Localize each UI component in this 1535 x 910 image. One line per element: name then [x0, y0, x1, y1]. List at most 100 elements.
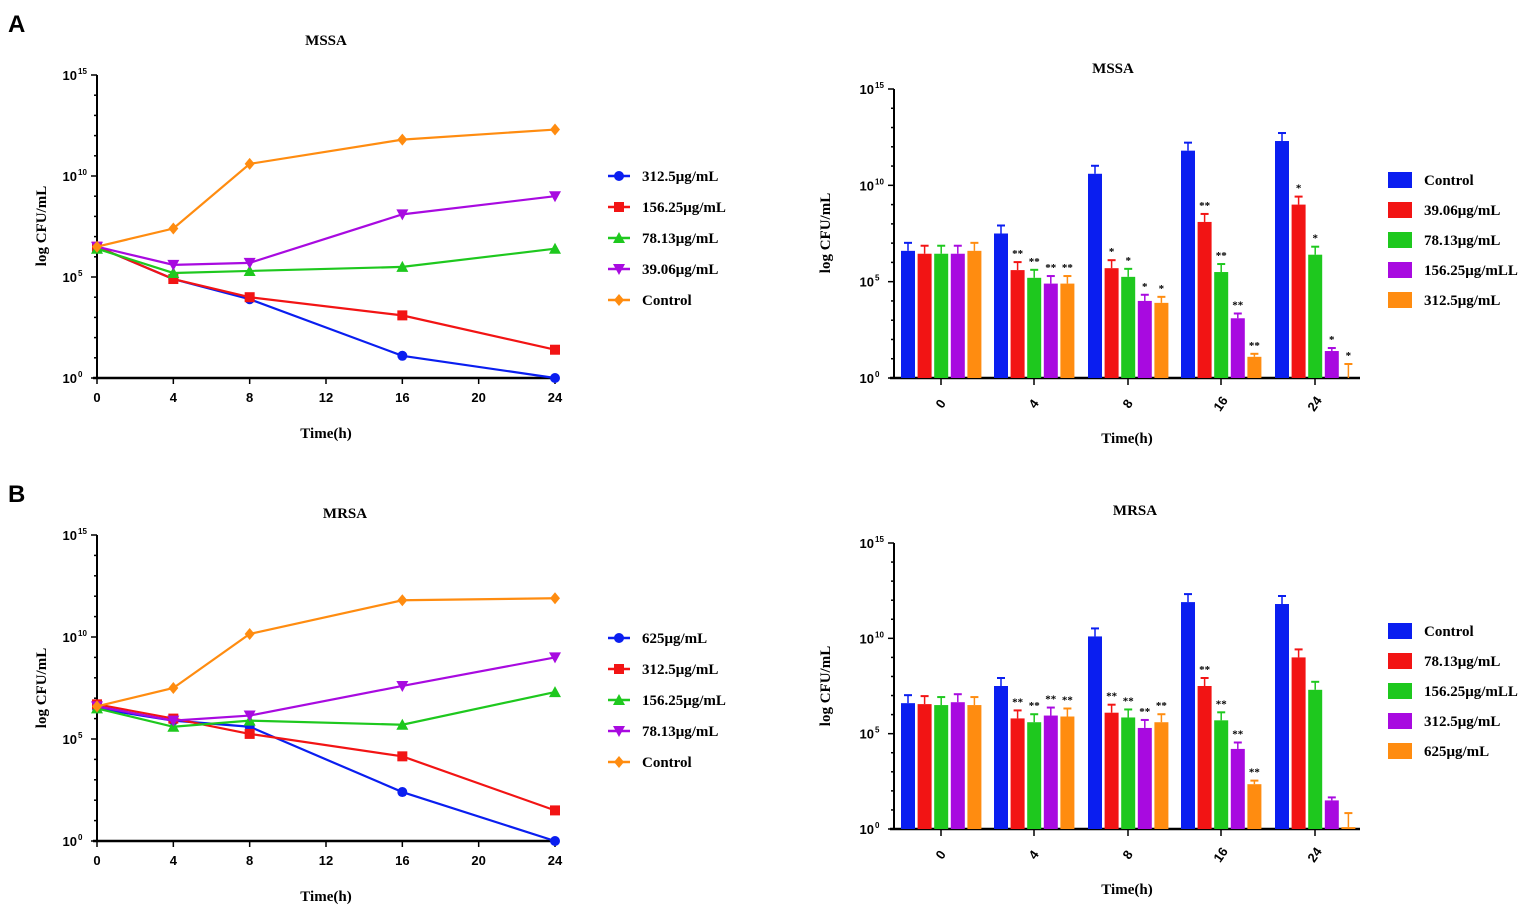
data-point	[244, 627, 255, 640]
x-tick-label: 16	[395, 853, 409, 868]
bar	[1247, 356, 1262, 378]
x-tick-label: 24	[1304, 844, 1325, 865]
legend-swatch	[1388, 743, 1412, 759]
bar	[950, 702, 965, 829]
data-point	[243, 710, 256, 722]
legend-marker-circle-icon	[614, 171, 624, 181]
significance-label: **	[1232, 299, 1244, 311]
data-point	[167, 715, 180, 727]
data-point	[244, 728, 255, 739]
bar	[1181, 602, 1195, 829]
x-axis-label: Time(h)	[1101, 882, 1152, 898]
legend-label: 312.5μg/mL	[1424, 714, 1500, 730]
y-tick-exponent: 5	[875, 274, 880, 283]
x-tick-label: 8	[246, 853, 253, 868]
data-point	[550, 344, 560, 355]
y-tick-label: 10	[860, 178, 874, 193]
data-point	[396, 680, 409, 692]
y-axis-label: log CFU/mL	[34, 186, 50, 266]
bar	[1060, 283, 1075, 378]
y-tick-exponent: 15	[875, 535, 884, 544]
significance-label: *	[1346, 350, 1352, 362]
legend-label: 156.25μg/mLL	[1424, 684, 1518, 700]
data-point	[244, 292, 255, 303]
legend-label: 39.06μg/mL	[642, 262, 718, 278]
data-point	[549, 652, 561, 664]
significance-label: **	[1139, 706, 1151, 718]
significance-label: **	[1012, 248, 1024, 260]
legend-marker-circle-icon	[614, 633, 624, 643]
significance-label: *	[1296, 183, 1302, 195]
series-line	[96, 707, 556, 843]
significance-label: **	[1232, 729, 1244, 741]
x-tick-label: 12	[319, 390, 333, 405]
data-point	[397, 751, 408, 762]
significance-label: *	[1312, 233, 1318, 245]
bar	[1104, 268, 1119, 378]
x-tick-label: 8	[1119, 396, 1135, 411]
bar	[934, 705, 949, 829]
data-point	[550, 592, 560, 605]
x-tick-label: 20	[471, 390, 485, 405]
y-tick-label: 10	[860, 82, 874, 97]
legend-label: 312.5μg/mL	[1424, 293, 1500, 309]
bar	[1275, 604, 1289, 829]
bar	[1341, 827, 1356, 829]
data-point	[243, 264, 256, 276]
y-axis-label: log CFU/mL	[34, 648, 50, 728]
x-tick-label: 4	[1025, 847, 1042, 862]
data-point	[168, 682, 179, 694]
x-tick-label: 4	[170, 853, 178, 868]
bar	[950, 253, 965, 378]
bar	[1060, 716, 1075, 829]
bar	[1121, 717, 1136, 829]
significance-label: *	[1125, 255, 1131, 267]
significance-label: **	[1029, 256, 1041, 268]
x-tick-label: 8	[1119, 847, 1135, 862]
bar	[1214, 720, 1229, 829]
significance-label: **	[1199, 200, 1211, 212]
legend-marker-triangle-up-icon	[613, 232, 625, 243]
significance-label: **	[1156, 700, 1168, 712]
legend-label: 78.13μg/mL	[1424, 233, 1500, 249]
bar	[1154, 302, 1169, 378]
bar	[1010, 718, 1025, 829]
data-point	[397, 350, 408, 361]
data-point	[167, 266, 180, 278]
bar	[1010, 270, 1025, 378]
series-line	[96, 247, 556, 275]
series-line	[96, 597, 556, 708]
bar	[1214, 272, 1229, 378]
y-tick-label: 10	[860, 727, 874, 742]
y-tick-label: 10	[860, 536, 874, 551]
legend-label: 78.13μg/mL	[642, 231, 718, 247]
panel-letter-a: A	[8, 11, 25, 38]
legend-swatch	[1388, 653, 1412, 669]
bar	[1230, 748, 1245, 829]
y-tick-exponent: 0	[875, 370, 880, 379]
data-point	[92, 240, 102, 253]
chart-title: MRSA	[323, 506, 367, 522]
bar	[994, 233, 1008, 378]
significance-label: **	[1249, 340, 1261, 352]
y-tick-exponent: 10	[78, 168, 87, 177]
legend-label: 625μg/mL	[642, 631, 707, 647]
bar	[1197, 221, 1212, 378]
chart-title: MRSA	[1113, 503, 1157, 519]
legend-swatch	[1388, 713, 1412, 729]
x-tick-label: 8	[246, 390, 253, 405]
x-tick-label: 16	[1210, 844, 1231, 864]
x-tick-label: 0	[932, 847, 948, 862]
legend-label: Control	[1424, 173, 1474, 189]
data-point	[396, 718, 409, 730]
data-point	[396, 260, 409, 272]
legend-label: 78.13μg/mL	[1424, 654, 1500, 670]
y-tick-label: 10	[860, 371, 874, 386]
y-tick-exponent: 5	[78, 731, 83, 740]
x-tick-label: 0	[93, 853, 100, 868]
bar	[901, 250, 915, 378]
x-axis-label: Time(h)	[1101, 431, 1152, 447]
